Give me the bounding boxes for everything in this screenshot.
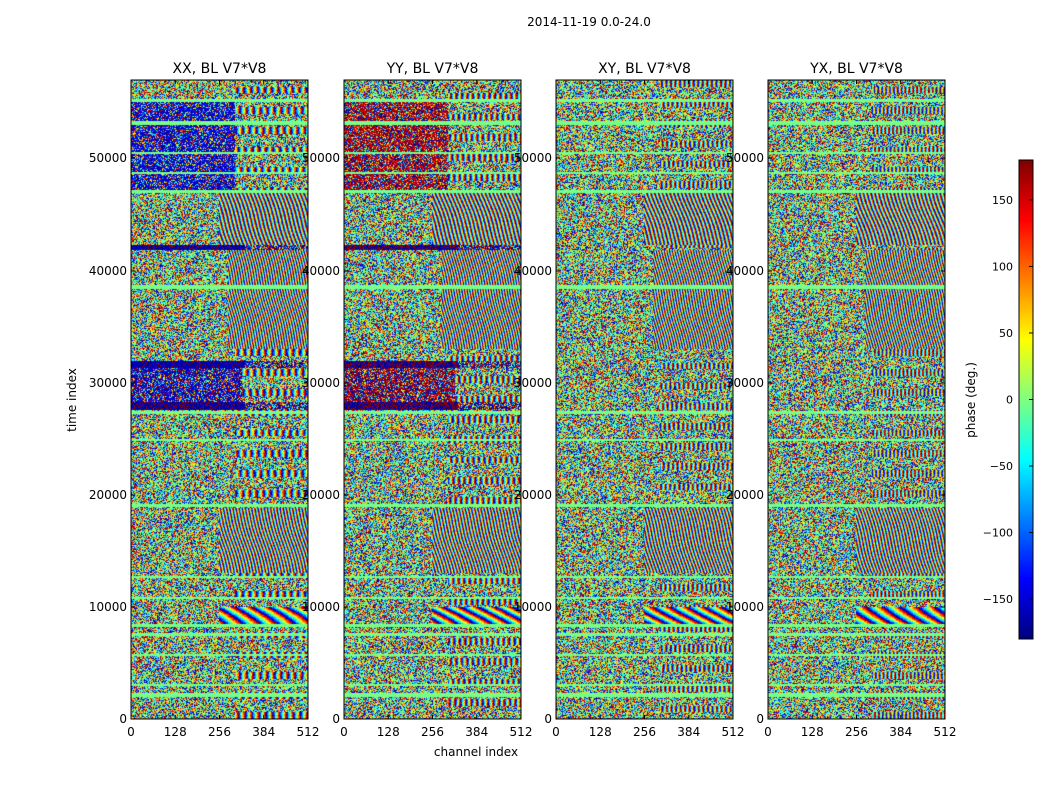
x-tick-label: 384 bbox=[677, 725, 700, 739]
y-tick-label: 30000 bbox=[514, 376, 552, 390]
y-tick-label: 30000 bbox=[726, 376, 764, 390]
y-tick-label: 20000 bbox=[89, 488, 127, 502]
y-tick-label: 0 bbox=[756, 712, 764, 726]
y-tick-label: 50000 bbox=[302, 151, 340, 165]
y-tick-label: 20000 bbox=[514, 488, 552, 502]
colorbar-label: phase (deg.) bbox=[964, 362, 978, 438]
y-axis-label: time index bbox=[65, 368, 79, 432]
colorbar-tick-label: −150 bbox=[983, 593, 1013, 606]
colorbar-tick-label: 100 bbox=[992, 260, 1013, 273]
heatmap-yx bbox=[768, 80, 945, 719]
panel-title: YX, BL V7*V8 bbox=[809, 61, 903, 77]
colorbar: −150 −100 −50 0 50 100 150 bbox=[983, 159, 1034, 640]
y-tick-label: 0 bbox=[332, 712, 340, 726]
y-tick-label: 40000 bbox=[302, 264, 340, 278]
y-tick-label: 30000 bbox=[302, 376, 340, 390]
x-tick-label: 256 bbox=[845, 725, 868, 739]
y-tick-label: 0 bbox=[544, 712, 552, 726]
y-tick-label: 10000 bbox=[302, 600, 340, 614]
colorbar-gradient bbox=[1019, 160, 1033, 639]
figure-suptitle: 2014-11-19 0.0-24.0 bbox=[527, 15, 651, 29]
y-tick-label: 40000 bbox=[514, 264, 552, 278]
colorbar-tick-label: 50 bbox=[999, 327, 1013, 340]
x-tick-label: 0 bbox=[764, 725, 772, 739]
y-tick-label: 30000 bbox=[89, 376, 127, 390]
y-tick-label: 10000 bbox=[89, 600, 127, 614]
y-tick-label: 50000 bbox=[514, 151, 552, 165]
y-tick-label: 40000 bbox=[726, 264, 764, 278]
y-tick-label: 20000 bbox=[726, 488, 764, 502]
x-tick-label: 256 bbox=[421, 725, 444, 739]
x-tick-label: 128 bbox=[164, 725, 187, 739]
colorbar-tick-label: −50 bbox=[990, 460, 1013, 473]
panel-xy: XY, BL V7*V8 0 128 256 384 512 0 10000 20000 3000… bbox=[514, 61, 745, 739]
heatmap-xx bbox=[131, 80, 308, 719]
x-tick-label: 128 bbox=[589, 725, 612, 739]
x-tick-label: 256 bbox=[633, 725, 656, 739]
panel-title: XX, BL V7*V8 bbox=[173, 61, 267, 77]
x-tick-label: 0 bbox=[552, 725, 560, 739]
panel-title: XY, BL V7*V8 bbox=[598, 61, 691, 77]
x-tick-label: 512 bbox=[934, 725, 957, 739]
panel-yx: YX, BL V7*V8 0 128 256 384 512 0 10000 20000 3000… bbox=[726, 61, 957, 739]
x-tick-label: 128 bbox=[377, 725, 400, 739]
panel-title: YY, BL V7*V8 bbox=[386, 61, 479, 77]
y-tick-label: 10000 bbox=[726, 600, 764, 614]
x-tick-label: 512 bbox=[297, 725, 320, 739]
x-tick-label: 512 bbox=[510, 725, 533, 739]
heatmap-xy bbox=[556, 80, 733, 719]
x-tick-label: 256 bbox=[208, 725, 231, 739]
y-tick-label: 50000 bbox=[726, 151, 764, 165]
x-tick-label: 384 bbox=[889, 725, 912, 739]
colorbar-tick-label: 150 bbox=[992, 194, 1013, 207]
x-tick-label: 128 bbox=[801, 725, 824, 739]
colorbar-tick-label: 0 bbox=[1006, 394, 1013, 407]
y-tick-label: 20000 bbox=[302, 488, 340, 502]
y-tick-label: 0 bbox=[119, 712, 127, 726]
x-tick-label: 0 bbox=[127, 725, 135, 739]
panel-yy: YY, BL V7*V8 0 128 256 384 512 0 10000 20000 3000… bbox=[302, 61, 533, 739]
heatmap-yy bbox=[344, 80, 521, 719]
x-tick-label: 0 bbox=[340, 725, 348, 739]
panels: XX, BL V7*V8 0 128 256 384 512 0 10000 20000 3000… bbox=[89, 61, 957, 739]
y-tick-label: 10000 bbox=[514, 600, 552, 614]
panel-xx: XX, BL V7*V8 0 128 256 384 512 0 10000 20000 3000… bbox=[89, 61, 320, 739]
x-tick-label: 512 bbox=[722, 725, 745, 739]
colorbar-tick-label: −100 bbox=[983, 527, 1013, 540]
x-tick-label: 384 bbox=[252, 725, 275, 739]
y-tick-label: 40000 bbox=[89, 264, 127, 278]
x-tick-label: 384 bbox=[465, 725, 488, 739]
y-tick-label: 50000 bbox=[89, 151, 127, 165]
x-axis-label: channel index bbox=[434, 745, 518, 759]
